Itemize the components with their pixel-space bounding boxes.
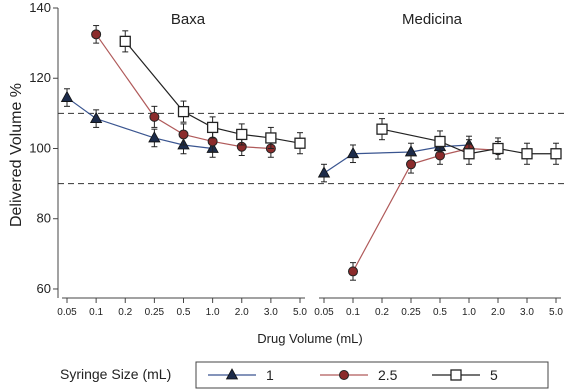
panel-medicina: Medicina 0.05 0.1 0.2 0.25 0.5 1.0 2.0 3.0 5.0 <box>314 11 563 318</box>
series-square <box>376 118 562 165</box>
x-tick-label: 0.5 <box>177 307 191 318</box>
data-point <box>177 105 190 118</box>
series-circle <box>348 139 503 281</box>
x-tick-label: 0.5 <box>433 307 447 318</box>
data-point <box>236 128 248 141</box>
y-tick-label: 60 <box>37 281 51 296</box>
legend-entry-label: 5 <box>490 367 498 383</box>
data-point <box>463 148 475 160</box>
data-point <box>406 159 416 170</box>
panel-title: Baxa <box>171 11 206 28</box>
x-tick-label: 0.05 <box>314 307 334 318</box>
data-point <box>178 129 189 140</box>
series-square <box>119 30 306 155</box>
data-point <box>348 266 358 277</box>
x-tick-label: 0.25 <box>401 307 421 318</box>
x-tick-label: 0.05 <box>57 307 77 318</box>
series-triangle <box>317 135 476 183</box>
data-point <box>492 142 504 155</box>
panel-baxa: Baxa 0.05 0.1 0.2 0.25 0.5 1.0 2.0 3.0 5.0 <box>57 11 307 318</box>
data-point <box>60 90 74 102</box>
data-point <box>376 123 388 135</box>
legend-title: Syringe Size (mL) <box>60 366 171 382</box>
y-tick-label: 100 <box>29 140 51 155</box>
series-line <box>323 144 470 174</box>
data-point <box>317 166 331 178</box>
legend-marker <box>450 369 462 381</box>
x-tick-label: 2.0 <box>235 307 249 318</box>
data-point <box>119 35 131 48</box>
x-tick-label: 1.0 <box>206 307 220 318</box>
series-line <box>352 147 499 272</box>
data-point <box>346 146 360 159</box>
y-tick-label: 80 <box>37 211 51 226</box>
legend-entry-label: 1 <box>266 367 274 383</box>
x-tick-label: 0.1 <box>346 307 360 318</box>
legend: Syringe Size (mL) 1 2.5 5 <box>60 361 549 389</box>
legend-marker <box>339 370 349 380</box>
data-point <box>521 148 533 160</box>
x-tick-label: 5.0 <box>293 307 307 318</box>
x-axis-label: Drug Volume (mL) <box>257 331 362 346</box>
data-point <box>265 132 277 144</box>
data-point <box>91 29 102 40</box>
data-point <box>89 111 103 124</box>
data-point <box>206 121 219 134</box>
data-point <box>148 131 161 143</box>
legend-entry-label: 2.5 <box>378 367 398 383</box>
legend-marker <box>225 368 239 380</box>
x-tick-label: 1.0 <box>462 307 476 318</box>
panel-title: Medicina <box>402 11 463 28</box>
x-tick-label: 0.2 <box>118 307 132 318</box>
axes-layer: 60 80 100 120 140 <box>29 0 566 298</box>
x-tick-label: 5.0 <box>549 307 563 318</box>
data-point <box>149 111 160 122</box>
series-circle <box>91 25 276 158</box>
data-point <box>550 148 562 160</box>
x-tick-label: 3.0 <box>264 307 278 318</box>
x-tick-label: 3.0 <box>520 307 534 318</box>
series-triangle <box>60 88 219 158</box>
y-axis-label: Delivered Volume % <box>8 83 25 227</box>
x-tick-label: 0.25 <box>145 307 165 318</box>
x-tick-label: 0.1 <box>89 307 103 318</box>
data-point <box>434 135 446 148</box>
data-point <box>294 137 306 149</box>
x-tick-label: 0.2 <box>375 307 389 318</box>
y-tick-label: 120 <box>29 70 51 85</box>
y-tick-label: 140 <box>29 0 51 15</box>
series-line <box>66 97 213 150</box>
x-tick-label: 2.0 <box>491 307 505 318</box>
